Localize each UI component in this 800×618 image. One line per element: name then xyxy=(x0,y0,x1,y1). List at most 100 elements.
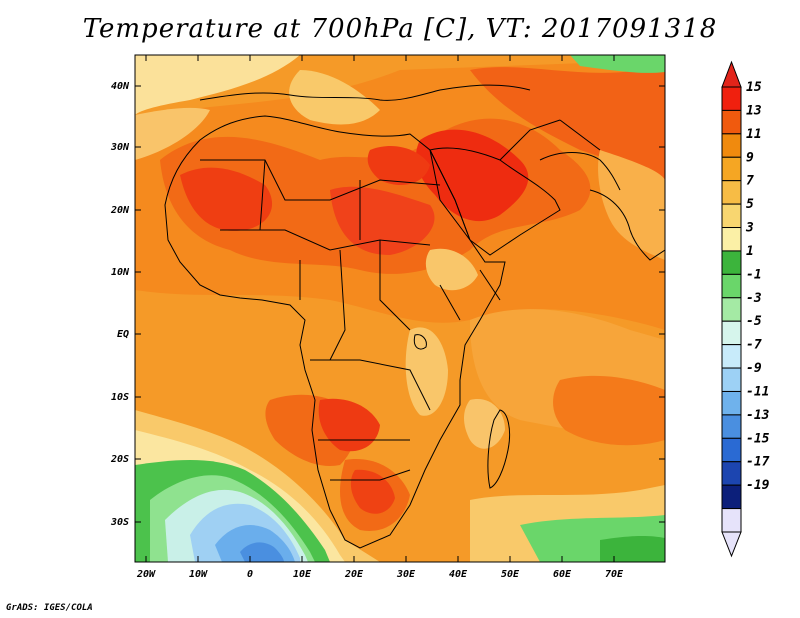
colorbar-box xyxy=(721,320,742,346)
lat-label: 10N xyxy=(111,267,130,278)
field-warm-iran xyxy=(470,60,665,180)
border-15 xyxy=(559,119,601,151)
colorbar-label: 15 xyxy=(746,80,762,95)
colorbar-box xyxy=(721,203,742,229)
colorbar-label: -5 xyxy=(746,314,762,329)
colorbar-box xyxy=(721,109,742,135)
lon-label: 20W xyxy=(136,569,156,580)
colorbar-box xyxy=(721,86,742,111)
field-yellow-rift xyxy=(405,327,448,416)
lon-label: 70E xyxy=(605,569,624,580)
colorbar-label: -19 xyxy=(746,478,770,493)
colorbar-label: -7 xyxy=(746,338,762,353)
field-orange-madagascar xyxy=(553,375,665,446)
colorbar-box xyxy=(721,367,742,392)
field-darkblue-south xyxy=(240,542,284,562)
coastlines xyxy=(164,84,665,549)
field-green-ne xyxy=(570,55,665,73)
temperature-field xyxy=(135,55,665,562)
colorbar-label: -9 xyxy=(746,361,762,376)
lon-label: 30E xyxy=(396,569,416,580)
lat-label: 30N xyxy=(110,142,130,153)
colorbar-label: 13 xyxy=(746,103,762,118)
colorbar-label: 5 xyxy=(746,197,754,212)
border-1 xyxy=(200,159,441,201)
lat-label: 20N xyxy=(110,205,130,216)
field-paleyellow-west xyxy=(135,55,300,115)
colorbar-box xyxy=(721,484,742,510)
field-hot-arabia xyxy=(415,129,529,222)
plot-frame xyxy=(134,54,666,563)
border-10 xyxy=(479,269,501,301)
colorbar-label: -15 xyxy=(746,431,770,446)
colorbar-label: -13 xyxy=(746,408,770,423)
coastline-arabia xyxy=(429,147,561,256)
lat-ticks xyxy=(135,85,665,523)
field-hot-zambia xyxy=(318,398,380,452)
border-9 xyxy=(429,149,471,241)
border-2 xyxy=(220,229,431,251)
coastline-persia xyxy=(539,152,621,191)
colorbar-bottom-arrow xyxy=(721,531,742,558)
lon-labels: 20W 10W 0 10E 20E 30E 40E 50E 60E 70E xyxy=(136,569,624,580)
colorbar-box xyxy=(721,273,742,299)
colorbar-box xyxy=(721,297,742,322)
lon-label: 10W xyxy=(189,569,208,580)
colorbar-box xyxy=(721,390,742,416)
border-8 xyxy=(330,469,411,481)
colorbar-label: -3 xyxy=(746,291,762,306)
border-4 xyxy=(329,249,346,361)
lon-label: 60E xyxy=(553,569,572,580)
field-yellow-nw xyxy=(135,107,210,160)
colorbar-label: -11 xyxy=(746,384,769,399)
field-green-se2 xyxy=(600,535,665,562)
lon-ticks xyxy=(145,55,615,562)
field-hot-libya xyxy=(367,145,430,185)
border-13 xyxy=(259,159,266,231)
lon-label: 0 xyxy=(247,569,253,580)
colorbar-box xyxy=(721,437,742,463)
colorbar-label: 1 xyxy=(746,244,754,259)
colorbar-label: 3 xyxy=(745,221,754,236)
border-14 xyxy=(499,119,561,161)
coastline-madagascar xyxy=(487,409,511,489)
lake-victoria xyxy=(413,334,427,350)
colorbar: 15 13 11 9 7 5 3 1 -1 -3 -5 -7 -9 -11 -13 -15 -17 -19 xyxy=(721,60,770,558)
lat-labels: 40N 30N 20N 10N EQ 10S 20S 30S xyxy=(110,81,130,528)
field-yellow-ethiopia xyxy=(425,248,478,291)
lat-label: 20S xyxy=(110,454,129,465)
coastline-europe xyxy=(199,84,531,101)
field-yellow-mozambique xyxy=(464,399,505,449)
colorbar-label: -1 xyxy=(746,267,762,282)
colorbar-box xyxy=(721,508,742,533)
coastline-india xyxy=(589,189,665,261)
colorbar-box xyxy=(721,344,742,369)
border-5 xyxy=(379,240,411,331)
colorbar-box xyxy=(721,414,742,439)
colorbar-box xyxy=(721,133,742,158)
lat-label: EQ xyxy=(117,329,129,340)
coastline-africa xyxy=(164,115,506,549)
colorbar-box xyxy=(721,156,742,182)
colorbar-label: -17 xyxy=(746,455,770,470)
colorbar-box xyxy=(721,227,742,252)
lat-label: 10S xyxy=(111,392,129,403)
footer-credit: GrADS: IGES/COLA xyxy=(6,603,93,613)
border-6 xyxy=(310,359,431,411)
map-title: Temperature at 700hPa [C], VT: 201709131… xyxy=(82,14,718,44)
colorbar-top-arrow xyxy=(721,60,742,88)
colorbar-label: 9 xyxy=(746,150,754,165)
field-hot-sudan xyxy=(330,186,435,255)
field-hot-west xyxy=(180,167,273,231)
lon-label: 40E xyxy=(449,569,468,580)
lon-label: 20E xyxy=(344,569,364,580)
colorbar-box xyxy=(721,250,742,275)
field-yellow-india xyxy=(598,150,665,260)
colorbar-box xyxy=(721,180,742,205)
colorbar-labels: 15 13 11 9 7 5 3 1 -1 -3 -5 -7 -9 -11 -13 -15 -17 -19 xyxy=(745,80,770,493)
colorbar-boxes xyxy=(721,86,742,533)
lon-label: 10E xyxy=(293,569,312,580)
colorbar-box xyxy=(721,461,742,486)
colorbar-label: 11 xyxy=(746,127,762,142)
